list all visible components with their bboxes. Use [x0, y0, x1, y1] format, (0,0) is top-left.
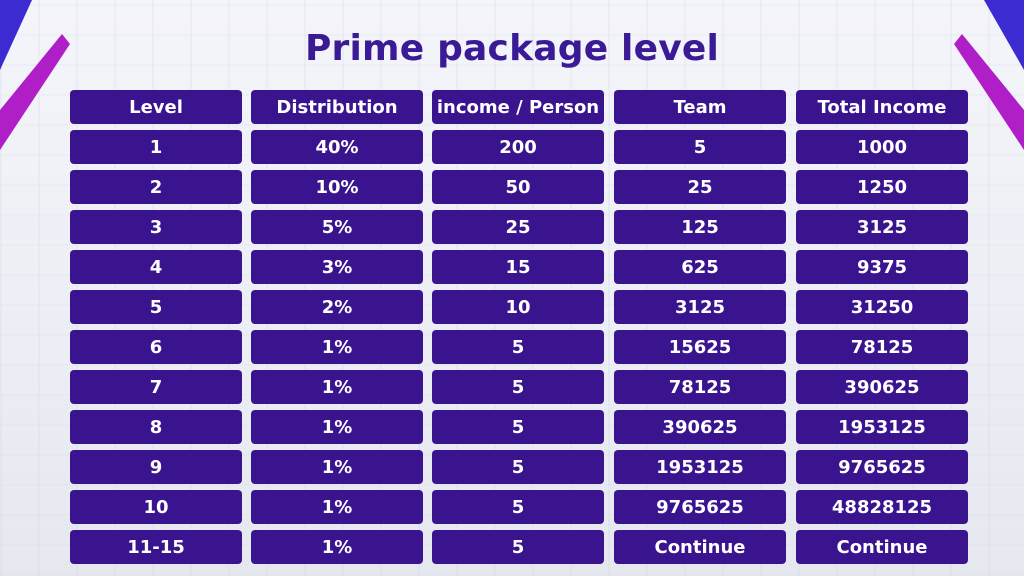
- cell-level: 10: [70, 490, 242, 524]
- cell-total-income: 31250: [796, 290, 968, 324]
- cell-distribution: 1%: [251, 330, 423, 364]
- cell-total-income: 3125: [796, 210, 968, 244]
- cell-team: 15625: [614, 330, 786, 364]
- cell-income-per-person: 5: [432, 530, 604, 564]
- cell-distribution: 1%: [251, 530, 423, 564]
- cell-total-income: 1000: [796, 130, 968, 164]
- cell-total-income: 48828125: [796, 490, 968, 524]
- cell-income-per-person: 5: [432, 330, 604, 364]
- cell-income-per-person: 5: [432, 370, 604, 404]
- cell-team: 3125: [614, 290, 786, 324]
- cell-income-per-person: 5: [432, 490, 604, 524]
- cell-total-income: Continue: [796, 530, 968, 564]
- top-left-corner-decoration: [0, 0, 70, 150]
- header-team: Team: [614, 90, 786, 124]
- cell-total-income: 390625: [796, 370, 968, 404]
- cell-income-per-person: 5: [432, 410, 604, 444]
- cell-distribution: 40%: [251, 130, 423, 164]
- cell-team: 625: [614, 250, 786, 284]
- cell-distribution: 10%: [251, 170, 423, 204]
- cell-distribution: 1%: [251, 410, 423, 444]
- cell-distribution: 1%: [251, 450, 423, 484]
- cell-total-income: 1953125: [796, 410, 968, 444]
- cell-level: 5: [70, 290, 242, 324]
- cell-team: 5: [614, 130, 786, 164]
- cell-level: 3: [70, 210, 242, 244]
- cell-income-per-person: 15: [432, 250, 604, 284]
- cell-distribution: 2%: [251, 290, 423, 324]
- cell-level: 2: [70, 170, 242, 204]
- header-level: Level: [70, 90, 242, 124]
- cell-income-per-person: 200: [432, 130, 604, 164]
- cell-total-income: 9375: [796, 250, 968, 284]
- cell-team: 78125: [614, 370, 786, 404]
- cell-team: 1953125: [614, 450, 786, 484]
- cell-total-income: 78125: [796, 330, 968, 364]
- cell-income-per-person: 5: [432, 450, 604, 484]
- cell-level: 1: [70, 130, 242, 164]
- cell-team: Continue: [614, 530, 786, 564]
- cell-total-income: 9765625: [796, 450, 968, 484]
- cell-income-per-person: 25: [432, 210, 604, 244]
- cell-distribution: 1%: [251, 490, 423, 524]
- header-total-income: Total Income: [796, 90, 968, 124]
- cell-distribution: 5%: [251, 210, 423, 244]
- cell-team: 390625: [614, 410, 786, 444]
- header-income-per-person: income / Person: [432, 90, 604, 124]
- cell-income-per-person: 50: [432, 170, 604, 204]
- cell-team: 125: [614, 210, 786, 244]
- top-right-corner-decoration: [954, 0, 1024, 150]
- page-title: Prime package level: [304, 28, 720, 69]
- header-distribution: Distribution: [251, 90, 423, 124]
- cell-team: 9765625: [614, 490, 786, 524]
- cell-team: 25: [614, 170, 786, 204]
- cell-level: 4: [70, 250, 242, 284]
- cell-level: 8: [70, 410, 242, 444]
- cell-level: 9: [70, 450, 242, 484]
- cell-level: 11-15: [70, 530, 242, 564]
- cell-distribution: 3%: [251, 250, 423, 284]
- cell-distribution: 1%: [251, 370, 423, 404]
- cell-income-per-person: 10: [432, 290, 604, 324]
- cell-level: 6: [70, 330, 242, 364]
- cell-level: 7: [70, 370, 242, 404]
- cell-total-income: 1250: [796, 170, 968, 204]
